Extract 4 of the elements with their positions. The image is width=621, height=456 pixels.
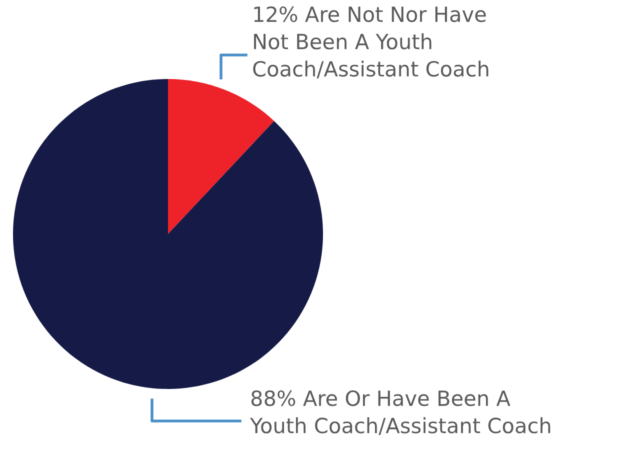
pie-slice [13,79,323,389]
pie-slice [168,79,274,234]
slice-label: 12% Are Not Nor Have Not Been A Youth Coach/Assistant Coach [253,6,488,78]
slice-label: 88% Are Or Have Been A Youth Coach/Assistant Coach [250,390,550,436]
